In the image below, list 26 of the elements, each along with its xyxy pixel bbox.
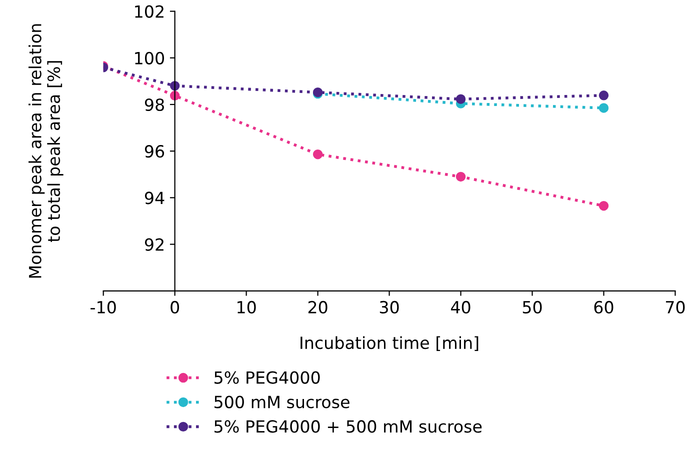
point [598,90,609,100]
point [598,103,609,113]
y-axis-title: Monomer peak area in relation to total peak area [%] [28,24,64,278]
y-tick-label: 98 [144,98,164,112]
point [456,172,466,182]
legend-label: 5% PEG4000 + 500 mM sucrose [214,420,482,433]
legend-label: 5% PEG4000 [214,371,320,384]
x-axis-title: Incubation time [min] [300,336,478,352]
x-tick-label: -10 [90,300,116,314]
y-tick-label: 92 [144,238,164,251]
x-tick-label: 30 [380,300,399,314]
x-tick-label: 20 [308,300,328,314]
x-tick-label: 10 [238,300,256,314]
x-tick-label: 0 [170,300,180,314]
point [312,149,323,160]
y-tick-label: 100 [135,52,164,64]
y-tick-label: 94 [144,192,164,204]
y-tick-label: 102 [135,5,164,18]
legend-label: 500 mM sucrose [214,396,350,408]
x-tick-label: 70 [666,300,685,314]
x-tick-label: 60 [594,300,614,314]
point [456,94,466,104]
x-tick-label: 50 [522,300,542,314]
x-tick-label: 40 [450,300,470,314]
point [598,200,609,211]
y-tick-label: 96 [144,145,164,158]
